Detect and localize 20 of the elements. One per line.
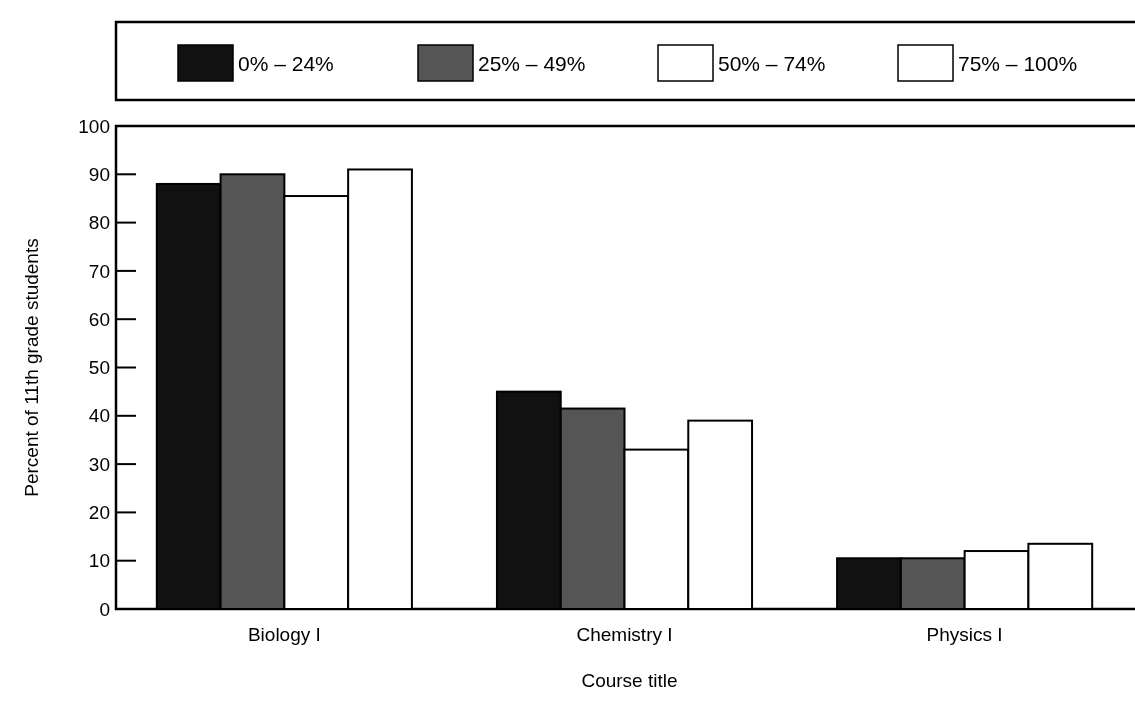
y-tick-label: 80	[88, 212, 110, 234]
y-tick-label: 30	[88, 453, 110, 475]
y-tick-label: 60	[88, 308, 110, 330]
y-tick-label: 50	[88, 357, 110, 379]
x-tick-label: Physics I	[926, 624, 1003, 645]
x-tick-label: Chemistry I	[576, 624, 673, 645]
x-axis-title: Course title	[581, 670, 678, 691]
y-tick-label: 40	[88, 405, 110, 427]
legend-label: 0% – 24%	[238, 52, 334, 75]
y-tick-label: 90	[88, 163, 110, 185]
legend-label: 75% – 100%	[958, 52, 1078, 75]
y-tick-label: 20	[88, 502, 110, 524]
y-tick-label: 70	[88, 260, 110, 282]
x-tick-label: Biology I	[247, 624, 321, 645]
y-tick-label: 10	[88, 550, 110, 572]
legend-label: 25% – 49%	[478, 52, 586, 75]
y-tick-label: 0	[99, 598, 110, 620]
legend-label: 50% – 74%	[718, 52, 826, 75]
y-tick-label: 100	[78, 115, 110, 137]
y-axis-title: Percent of 11th grade students	[21, 238, 42, 497]
